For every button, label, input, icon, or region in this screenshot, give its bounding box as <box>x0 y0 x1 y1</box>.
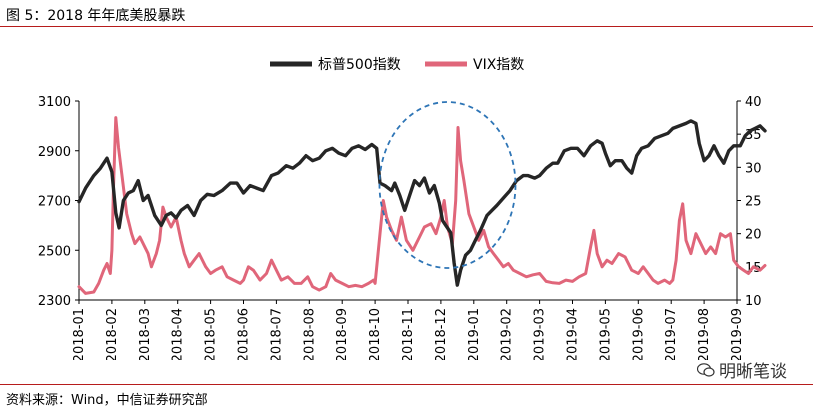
legend: 标普500指数 VIX指数 <box>270 57 524 73</box>
x-tick-label: 2018-03 <box>138 308 153 360</box>
series-line-spx <box>77 119 767 287</box>
source-note: 资料来源：Wind，中信证券研究部 <box>6 393 208 408</box>
wechat-icon <box>697 362 715 377</box>
x-tick-label: 2019-06 <box>631 308 646 360</box>
x-tick-label: 2019-04 <box>566 308 581 360</box>
x-tick-label: 2018-08 <box>302 308 317 360</box>
y-right-tick-label: 10 <box>745 294 762 309</box>
x-tick-label: 2019-01 <box>467 308 482 360</box>
y-right-tick-label: 30 <box>745 161 762 176</box>
x-tick-label: 2019-09 <box>730 308 745 360</box>
page-title: 图 5：2018 年年底美股暴跌 <box>6 8 186 24</box>
x-tick-label: 2018-04 <box>171 308 186 360</box>
x-tick-label: 2018-02 <box>105 308 120 360</box>
y-left-tick-label: 2900 <box>38 145 71 160</box>
watermark-text: 明晰笔谈 <box>719 362 787 382</box>
y-left-tick-label: 2500 <box>38 244 71 259</box>
y-left-tick-label: 2700 <box>38 195 71 210</box>
x-tick-label: 2019-02 <box>500 308 515 360</box>
x-tick-label: 2018-06 <box>237 308 252 360</box>
legend-label-spx: 标普500指数 <box>318 57 401 73</box>
x-tick-label: 2019-03 <box>533 308 548 360</box>
title-bar: 图 5：2018 年年底美股暴跌 <box>0 0 813 28</box>
axes: 23002500270029003100101520253035402018-0… <box>38 95 762 360</box>
y-right-tick-label: 40 <box>745 95 762 110</box>
y-right-tick-label: 20 <box>745 228 762 243</box>
annotation-layer <box>378 101 517 269</box>
y-left-tick-label: 3100 <box>38 95 71 110</box>
x-tick-label: 2018-05 <box>204 308 219 360</box>
series-layer <box>77 116 767 295</box>
x-tick-label: 2018-01 <box>72 308 87 360</box>
x-tick-label: 2018-07 <box>269 308 284 360</box>
x-tick-label: 2018-10 <box>368 308 383 360</box>
x-tick-label: 2019-05 <box>598 308 613 360</box>
highlight-ellipse <box>378 101 517 269</box>
y-left-tick-label: 2300 <box>38 294 71 309</box>
x-tick-label: 2018-11 <box>401 308 416 360</box>
x-tick-label: 2018-12 <box>434 308 449 360</box>
y-right-tick-label: 25 <box>745 195 762 210</box>
chart: 标普500指数 VIX指数 23002500270029003100101520… <box>38 57 767 360</box>
x-tick-label: 2019-08 <box>697 308 712 360</box>
watermark: 明晰笔谈 <box>697 357 787 382</box>
top-rule <box>0 26 813 27</box>
bottom-rule <box>0 384 813 385</box>
series-line-vix <box>77 116 767 295</box>
x-tick-label: 2019-07 <box>664 308 679 360</box>
x-tick-label: 2018-09 <box>335 308 350 360</box>
legend-label-vix: VIX指数 <box>473 57 524 73</box>
